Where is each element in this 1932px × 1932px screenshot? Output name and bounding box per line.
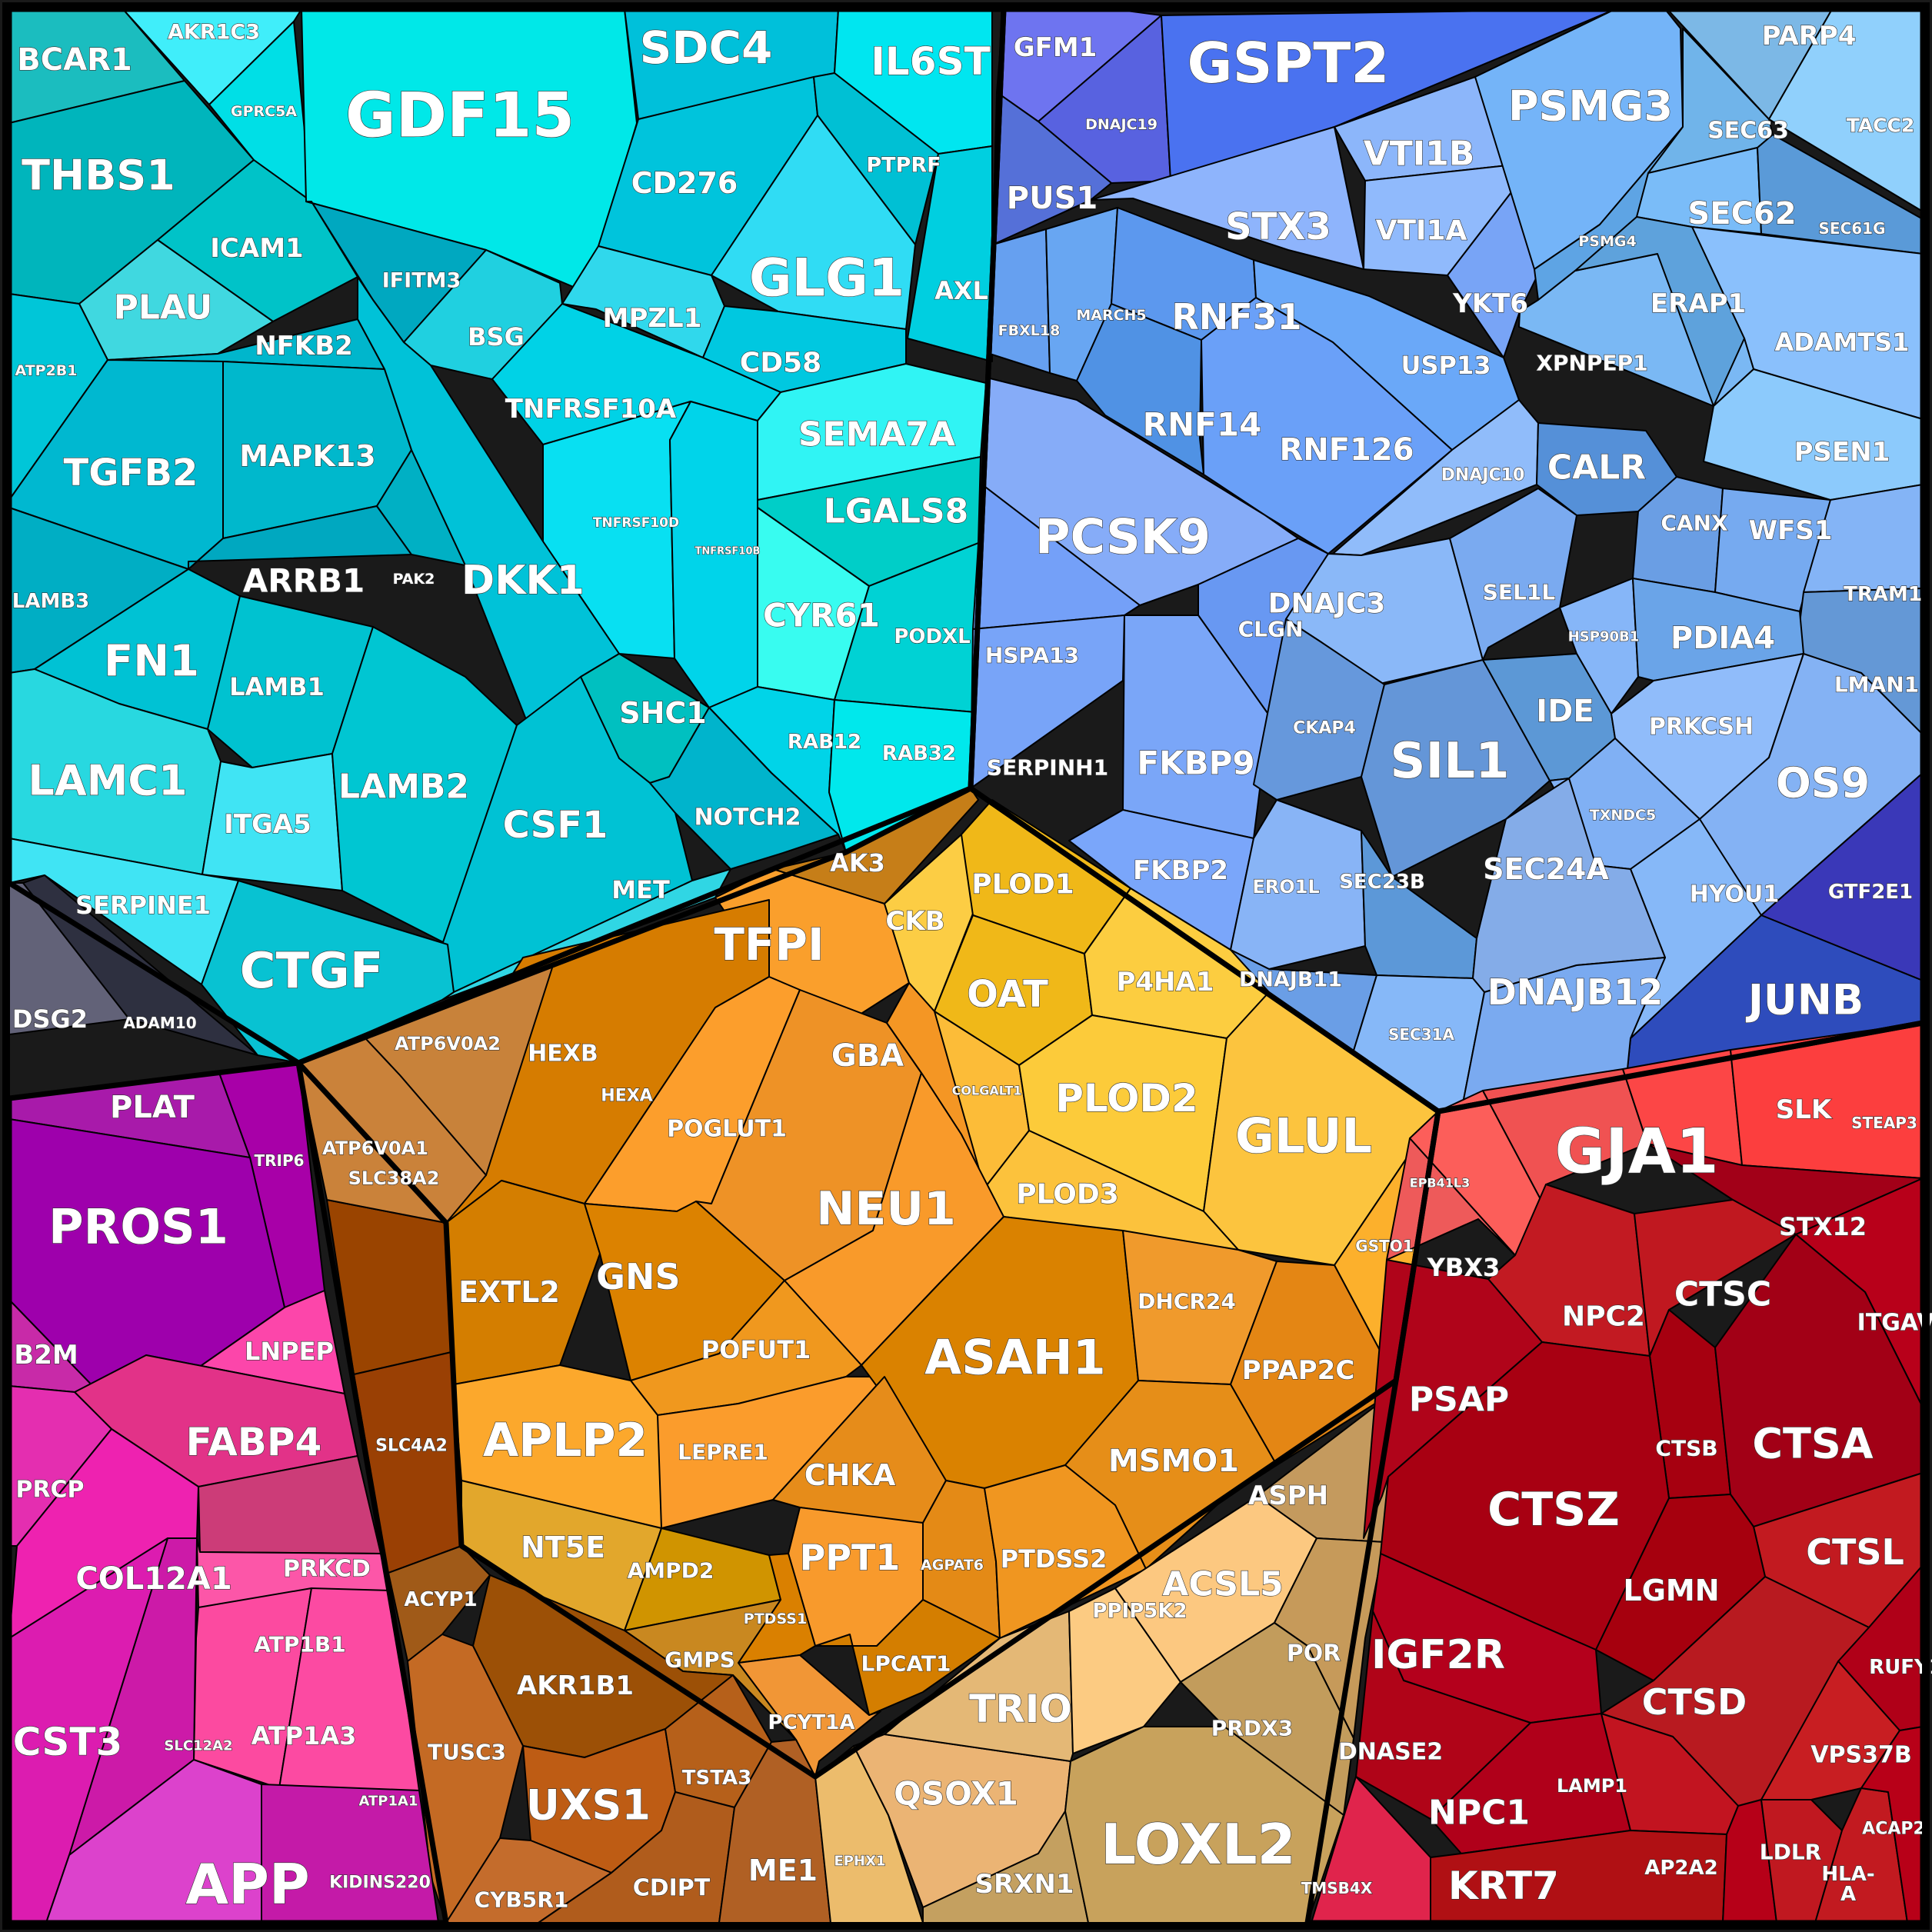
cell-itga5[interactable] xyxy=(202,753,343,891)
cell-ppip5k2[interactable] xyxy=(1068,1587,1181,1754)
cell-ykt6[interactable] xyxy=(1447,192,1541,358)
cell-acyp1[interactable] xyxy=(388,1545,491,1662)
cell-layer xyxy=(8,8,1924,1924)
cell-fbxl18[interactable] xyxy=(989,228,1051,374)
cell-hsp90b1[interactable] xyxy=(1559,578,1639,715)
cell-stx3[interactable] xyxy=(1090,126,1364,270)
cell-ptprf[interactable] xyxy=(813,72,939,245)
cell-lpcat1[interactable] xyxy=(814,1599,1001,1716)
cell-kidins220[interactable] xyxy=(261,1784,439,1924)
cell-rnf14[interactable] xyxy=(1076,303,1204,475)
cell-ctgf[interactable] xyxy=(201,880,455,1064)
cell-ephx1[interactable] xyxy=(814,1745,924,1924)
cell-steap3[interactable] xyxy=(1730,1022,1924,1179)
cell-erap1[interactable] xyxy=(1574,216,1745,407)
cell-ctsc[interactable] xyxy=(1634,1199,1797,1357)
cell-axl[interactable] xyxy=(907,145,993,362)
cell-rnf126[interactable] xyxy=(1201,297,1453,555)
cell-atp1a3[interactable] xyxy=(193,1587,312,1789)
cell-notch2[interactable] xyxy=(649,707,839,870)
cell-tnfrsf10b[interactable] xyxy=(669,401,758,708)
